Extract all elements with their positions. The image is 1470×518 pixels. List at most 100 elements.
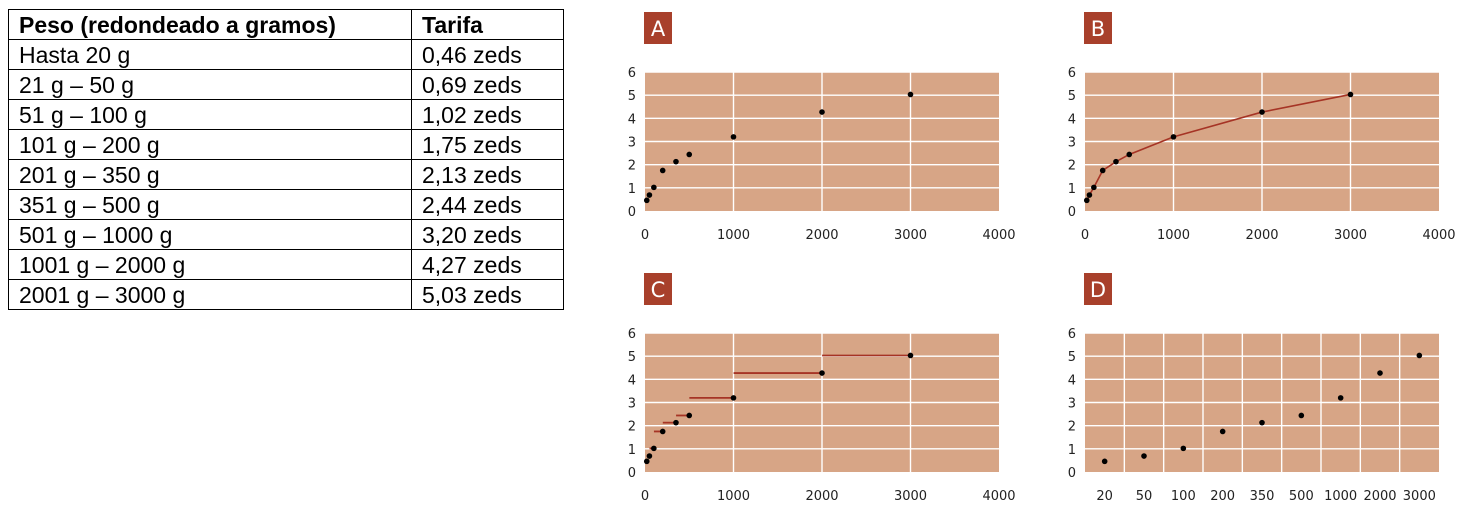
data-point	[1259, 109, 1265, 115]
y-tick-label: 3	[628, 397, 636, 412]
y-tick-label: 2	[1068, 159, 1076, 174]
data-point	[1337, 395, 1344, 401]
x-tick-label: 3000	[1403, 489, 1436, 504]
y-tick-label: 5	[628, 89, 636, 104]
data-point	[1113, 158, 1119, 165]
data-point	[1259, 419, 1265, 426]
data-point	[1099, 167, 1106, 174]
x-tick-label: 50	[1136, 489, 1153, 504]
x-tick-label: 3000	[1334, 228, 1367, 243]
data-point	[907, 91, 914, 98]
y-tick-label: 4	[628, 373, 636, 388]
data-point	[1298, 412, 1305, 419]
data-point	[1141, 453, 1147, 459]
data-point	[1126, 151, 1133, 158]
chart-a: A 0 1 2 3 4 5 6 0 1000 2000 3000 4000	[628, 12, 1016, 243]
weight-cell: 351 g – 500 g	[8, 189, 412, 220]
rate-cell: 1,02 zeds	[411, 99, 564, 130]
chart-badge-label: D	[1090, 278, 1106, 302]
chart-badge-label: A	[651, 17, 666, 41]
weight-cell: 101 g – 200 g	[8, 129, 412, 160]
data-point	[673, 419, 679, 426]
table-row: 201 g – 350 g 2,13 zeds	[8, 159, 564, 190]
data-point	[1219, 428, 1226, 435]
data-point	[686, 151, 693, 158]
table-row: 1001 g – 2000 g 4,27 zeds	[8, 249, 564, 280]
table-row: 351 g – 500 g 2,44 zeds	[8, 189, 564, 220]
y-tick-label: 6	[628, 327, 636, 342]
data-point	[643, 458, 650, 465]
rates-table: Peso (redondeado a gramos) Tarifa Hasta …	[8, 9, 564, 310]
x-tick-label: 0	[1081, 228, 1089, 243]
y-tick-label: 0	[628, 205, 636, 220]
y-tick-label: 2	[628, 420, 636, 435]
data-point	[730, 134, 737, 140]
y-tick-label: 1	[1068, 443, 1076, 458]
chart-badge-label: C	[651, 278, 666, 302]
y-tick-label: 3	[1068, 397, 1076, 412]
x-tick-label: 0	[641, 489, 649, 504]
chart-c: C 0 1 2 3 4 5 6 0 1000 2000 3000 4000	[628, 273, 1016, 504]
data-point	[907, 352, 914, 359]
weight-cell: Hasta 20 g	[8, 39, 412, 70]
weight-cell: 21 g – 50 g	[8, 69, 412, 100]
rate-cell: 1,75 zeds	[411, 129, 564, 160]
data-point	[646, 192, 653, 198]
weight-cell: 1001 g – 2000 g	[8, 249, 412, 280]
weight-cell: 201 g – 350 g	[8, 159, 412, 190]
y-tick-label: 5	[1068, 89, 1076, 104]
x-tick-label: 2000	[1363, 489, 1396, 504]
x-tick-label: 500	[1289, 489, 1314, 504]
x-tick-label: 1000	[717, 489, 750, 504]
x-tick-label: 1000	[717, 228, 750, 243]
table-row: 501 g – 1000 g 3,20 zeds	[8, 219, 564, 250]
y-tick-label: 6	[1068, 66, 1076, 81]
y-tick-label: 1	[628, 443, 636, 458]
table-row: 21 g – 50 g 0,69 zeds	[8, 69, 564, 100]
x-tick-label: 20	[1096, 489, 1113, 504]
table-row: Hasta 20 g 0,46 zeds	[8, 39, 564, 70]
chart-badge-label: B	[1091, 17, 1105, 41]
data-point	[651, 184, 657, 191]
x-tick-label: 1000	[1324, 489, 1357, 504]
data-point	[1347, 91, 1354, 98]
x-tick-label: 4000	[982, 489, 1015, 504]
x-tick-label: 4000	[1422, 228, 1455, 243]
rate-cell: 3,20 zeds	[411, 219, 564, 250]
x-tick-label: 100	[1171, 489, 1196, 504]
rate-cell: 0,69 zeds	[411, 69, 564, 100]
data-point	[643, 197, 650, 204]
chart-badge	[1084, 12, 1112, 44]
table-header-row: Peso (redondeado a gramos) Tarifa	[8, 9, 564, 40]
data-point	[1416, 352, 1423, 359]
weight-cell: 2001 g – 3000 g	[8, 279, 412, 310]
y-tick-label: 5	[628, 350, 636, 365]
data-point	[686, 412, 693, 419]
chart-d: D 0 1 2 3 4 5 6 20 50 100 200 350 500 1000 2000 3000	[1068, 273, 1439, 504]
y-tick-label: 4	[628, 112, 636, 127]
data-point	[646, 453, 653, 459]
table-row: 51 g – 100 g 1,02 zeds	[8, 99, 564, 130]
y-tick-label: 6	[1068, 327, 1076, 342]
data-point	[819, 370, 825, 376]
y-tick-label: 6	[628, 66, 636, 81]
y-tick-label: 4	[1068, 112, 1076, 127]
x-tick-label: 3000	[894, 489, 927, 504]
chart-badge	[1084, 273, 1112, 305]
rate-cell: 2,44 zeds	[411, 189, 564, 220]
data-point	[819, 109, 825, 115]
x-tick-label: 1000	[1157, 228, 1190, 243]
x-tick-label: 2000	[1245, 228, 1278, 243]
header-weight: Peso (redondeado a gramos)	[8, 9, 412, 40]
data-point	[659, 428, 666, 435]
data-point	[651, 445, 657, 452]
y-tick-label: 0	[628, 466, 636, 481]
data-point	[730, 395, 737, 401]
rate-cell: 4,27 zeds	[411, 249, 564, 280]
y-tick-label: 2	[628, 159, 636, 174]
y-tick-label: 1	[1068, 182, 1076, 197]
data-point	[1101, 458, 1108, 465]
x-tick-label: 200	[1210, 489, 1235, 504]
data-point	[1091, 184, 1097, 191]
y-tick-label: 3	[1068, 136, 1076, 151]
